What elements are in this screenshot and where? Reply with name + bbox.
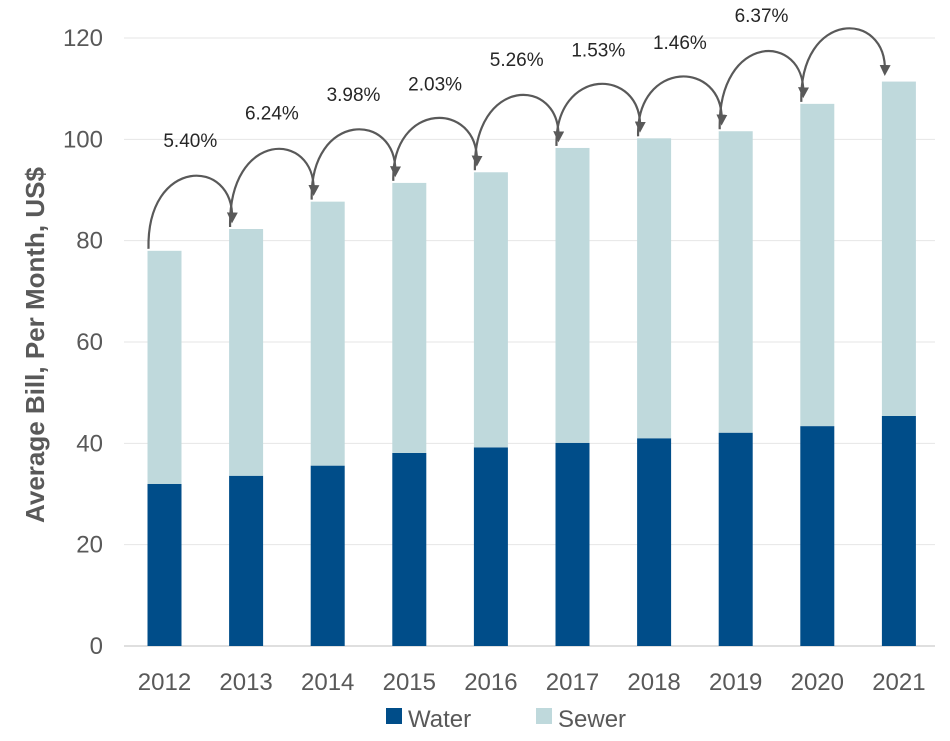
bar-water-2019: [718, 432, 753, 646]
x-tick-label: 2013: [219, 669, 272, 696]
y-tick-label: 20: [76, 532, 103, 559]
growth-arrow: [310, 128, 402, 200]
bar-sewer-2016: [473, 172, 508, 448]
bar-water-2015: [392, 452, 427, 646]
bar-water-2013: [229, 475, 264, 646]
bar-sewer-2019: [718, 131, 753, 433]
growth-label: 6.24%: [245, 104, 299, 125]
growth-arrow: [473, 93, 565, 171]
legend-water-label: Water: [408, 706, 471, 733]
growth-arrow: [147, 174, 238, 249]
x-tick-label: 2019: [709, 669, 762, 696]
bar-sewer-2013: [229, 229, 264, 476]
growth-arrow: [555, 82, 646, 146]
bar-water-2016: [473, 447, 508, 646]
x-tick-label: 2018: [627, 669, 680, 696]
y-tick-label: 100: [63, 126, 103, 153]
bar-sewer-2014: [310, 201, 345, 466]
legend-water-swatch: [386, 708, 402, 724]
x-axis-ticks: 2012 2013 2014 2015 2016 2017 2018 2019 2020 2021: [138, 669, 926, 696]
bars: [147, 81, 916, 646]
growth-label: 1.46%: [653, 33, 707, 54]
legend: Water Sewer: [386, 706, 626, 733]
bar-sewer-2018: [637, 138, 672, 439]
growth-label: 6.37%: [735, 6, 789, 27]
growth-label: 1.53%: [571, 40, 625, 61]
x-tick-label: 2014: [301, 669, 354, 696]
y-tick-label: 120: [63, 25, 103, 52]
bar-water-2012: [147, 483, 182, 646]
y-tick-label: 60: [76, 329, 103, 356]
growth-label: 5.26%: [490, 50, 544, 71]
bar-water-2014: [310, 465, 345, 646]
y-tick-label: 0: [90, 633, 103, 660]
bar-sewer-2015: [392, 182, 427, 453]
x-tick-label: 2015: [383, 669, 436, 696]
growth-arrow: [392, 116, 483, 181]
bar-sewer-2021: [881, 81, 916, 416]
growth-label: 2.03%: [408, 74, 462, 95]
y-tick-label: 80: [76, 228, 103, 255]
growth-label: 4.31%: [816, 0, 870, 5]
bar-water-2020: [800, 426, 835, 646]
growth-label: 3.98%: [327, 85, 381, 106]
growth-arrows: 5.40% 6.24% 3.98% 2.03% 5.26% 1.53% 1.46% 6.37%…: [147, 0, 891, 249]
x-tick-label: 2016: [464, 669, 517, 696]
legend-sewer-swatch: [536, 708, 552, 724]
x-tick-label: 2021: [872, 669, 925, 696]
bar-water-2021: [881, 415, 916, 646]
growth-arrow: [718, 49, 810, 130]
x-tick-label: 2017: [546, 669, 599, 696]
bar-sewer-2020: [800, 103, 835, 427]
x-tick-label: 2020: [791, 669, 844, 696]
bar-sewer-2012: [147, 250, 182, 484]
bar-water-2018: [637, 438, 672, 646]
growth-arrow: [228, 147, 320, 228]
bar-sewer-2017: [555, 147, 590, 443]
growth-arrow: [800, 27, 891, 102]
growth-arrow: [636, 75, 728, 137]
bar-water-2017: [555, 442, 590, 646]
growth-label: 5.40%: [163, 131, 217, 152]
y-axis-ticks: 0 20 40 60 80 100 120: [63, 25, 103, 660]
y-tick-label: 40: [76, 430, 103, 457]
legend-sewer-label: Sewer: [558, 706, 626, 733]
y-axis-title: Average Bill, Per Month, US$: [20, 167, 50, 523]
x-tick-label: 2012: [138, 669, 191, 696]
